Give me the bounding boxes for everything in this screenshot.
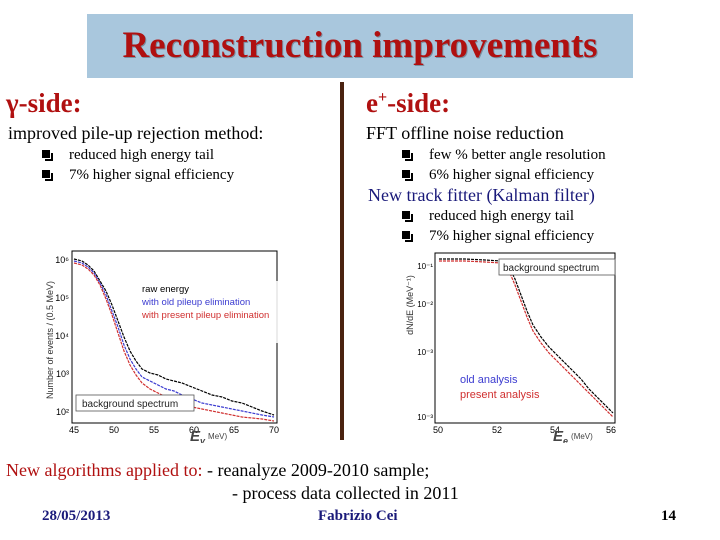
footer-note-line2: - process data collected in 2011: [232, 483, 459, 503]
right-ytick: 10⁻³: [417, 413, 433, 422]
list-item: reduced high energy tail: [402, 206, 594, 226]
list-item: 6% higher signal efficiency: [402, 165, 606, 185]
kalman-bullet-list: reduced high energy tail 7% higher signa…: [402, 206, 594, 246]
left-xtick: 55: [149, 425, 159, 435]
column-divider: [340, 82, 344, 440]
left-ytick: 10³: [56, 369, 69, 379]
left-xtick: 65: [229, 425, 239, 435]
legend-old-pileup: with old pileup elimination: [141, 297, 250, 308]
old-pileup-curve: [73, 260, 275, 418]
checkbox-bullet-icon: [402, 230, 413, 242]
footer-author: Fabrizio Cei: [318, 508, 398, 524]
title-banner: [87, 14, 633, 78]
positron-energy-plot: dN/dE (MeV⁻¹) 10⁻¹ 10⁻² 10⁻³ 10⁻³ 50 52 …: [405, 245, 620, 446]
right-ytick: 10⁻³: [417, 348, 433, 357]
footer-date: 28/05/2013: [42, 508, 111, 524]
checkbox-bullet-icon: [42, 169, 53, 181]
left-ytick: 10⁶: [55, 255, 69, 265]
left-plot-ylabel: Number of events / (0.5 MeV): [45, 281, 55, 399]
checkbox-bullet-icon: [402, 210, 413, 222]
left-ytick: 10²: [56, 407, 69, 417]
right-ytick: 10⁻¹: [417, 262, 433, 271]
list-item: 7% higher signal efficiency: [42, 165, 234, 185]
checkbox-bullet-icon: [42, 149, 53, 161]
right-xtick: 52: [492, 425, 502, 435]
right-xtick: 50: [433, 425, 443, 435]
gamma-energy-plot: Number of events / (0.5 MeV) 10⁶ 10⁵ 10⁴…: [42, 245, 292, 446]
list-item: reduced high energy tail: [42, 145, 234, 165]
left-xtick: 50: [109, 425, 119, 435]
right-ytick: 10⁻²: [417, 300, 433, 309]
left-xtick: 45: [69, 425, 79, 435]
slide-title: Reconstruction improvements: [122, 25, 598, 66]
right-plot-ylabel: dN/dE (MeV⁻¹): [405, 275, 415, 335]
left-background-label: background spectrum: [82, 399, 178, 410]
positron-energy-plot-svg: dN/dE (MeV⁻¹) 10⁻¹ 10⁻² 10⁻³ 10⁻³ 50 52 …: [405, 245, 620, 446]
left-ytick: 10⁵: [55, 293, 69, 303]
right-xtick: 54: [550, 425, 560, 435]
legend-raw-energy: raw energy: [142, 284, 189, 295]
legend-present-analysis: present analysis: [460, 389, 540, 401]
gamma-energy-plot-svg: Number of events / (0.5 MeV) 10⁶ 10⁵ 10⁴…: [42, 245, 292, 446]
list-item: 7% higher signal efficiency: [402, 226, 594, 246]
present-pileup-curve: [73, 262, 275, 422]
right-xlabel: Ee (MeV): [553, 428, 593, 443]
legend-present-pileup: with present pileup elimination: [141, 310, 269, 321]
pileup-method-subheading: improved pile-up rejection method:: [8, 123, 264, 143]
positron-side-heading: e+-side:: [366, 88, 451, 118]
gamma-bullet-list: reduced high energy tail 7% higher signa…: [42, 145, 234, 185]
slide-number: 14: [661, 508, 676, 524]
footer-note-line1: New algorithms applied to: - reanalyze 2…: [6, 460, 430, 480]
checkbox-bullet-icon: [402, 149, 413, 161]
raw-energy-curve: [73, 258, 275, 416]
left-ytick: 10⁴: [55, 331, 69, 341]
gamma-side-heading: γ-side:: [6, 88, 82, 118]
right-xtick: 56: [606, 425, 616, 435]
right-background-label: background spectrum: [503, 263, 599, 274]
fft-bullet-list: few % better angle resolution 6% higher …: [402, 145, 606, 185]
left-xlabel: Eγ MeV): [190, 428, 227, 443]
list-item: few % better angle resolution: [402, 145, 606, 165]
left-xtick: 60: [189, 425, 199, 435]
checkbox-bullet-icon: [402, 169, 413, 181]
legend-old-analysis: old analysis: [460, 374, 518, 386]
left-xtick: 70: [269, 425, 279, 435]
kalman-subheading: New track fitter (Kalman filter): [368, 185, 595, 205]
fft-subheading: FFT offline noise reduction: [366, 123, 564, 143]
